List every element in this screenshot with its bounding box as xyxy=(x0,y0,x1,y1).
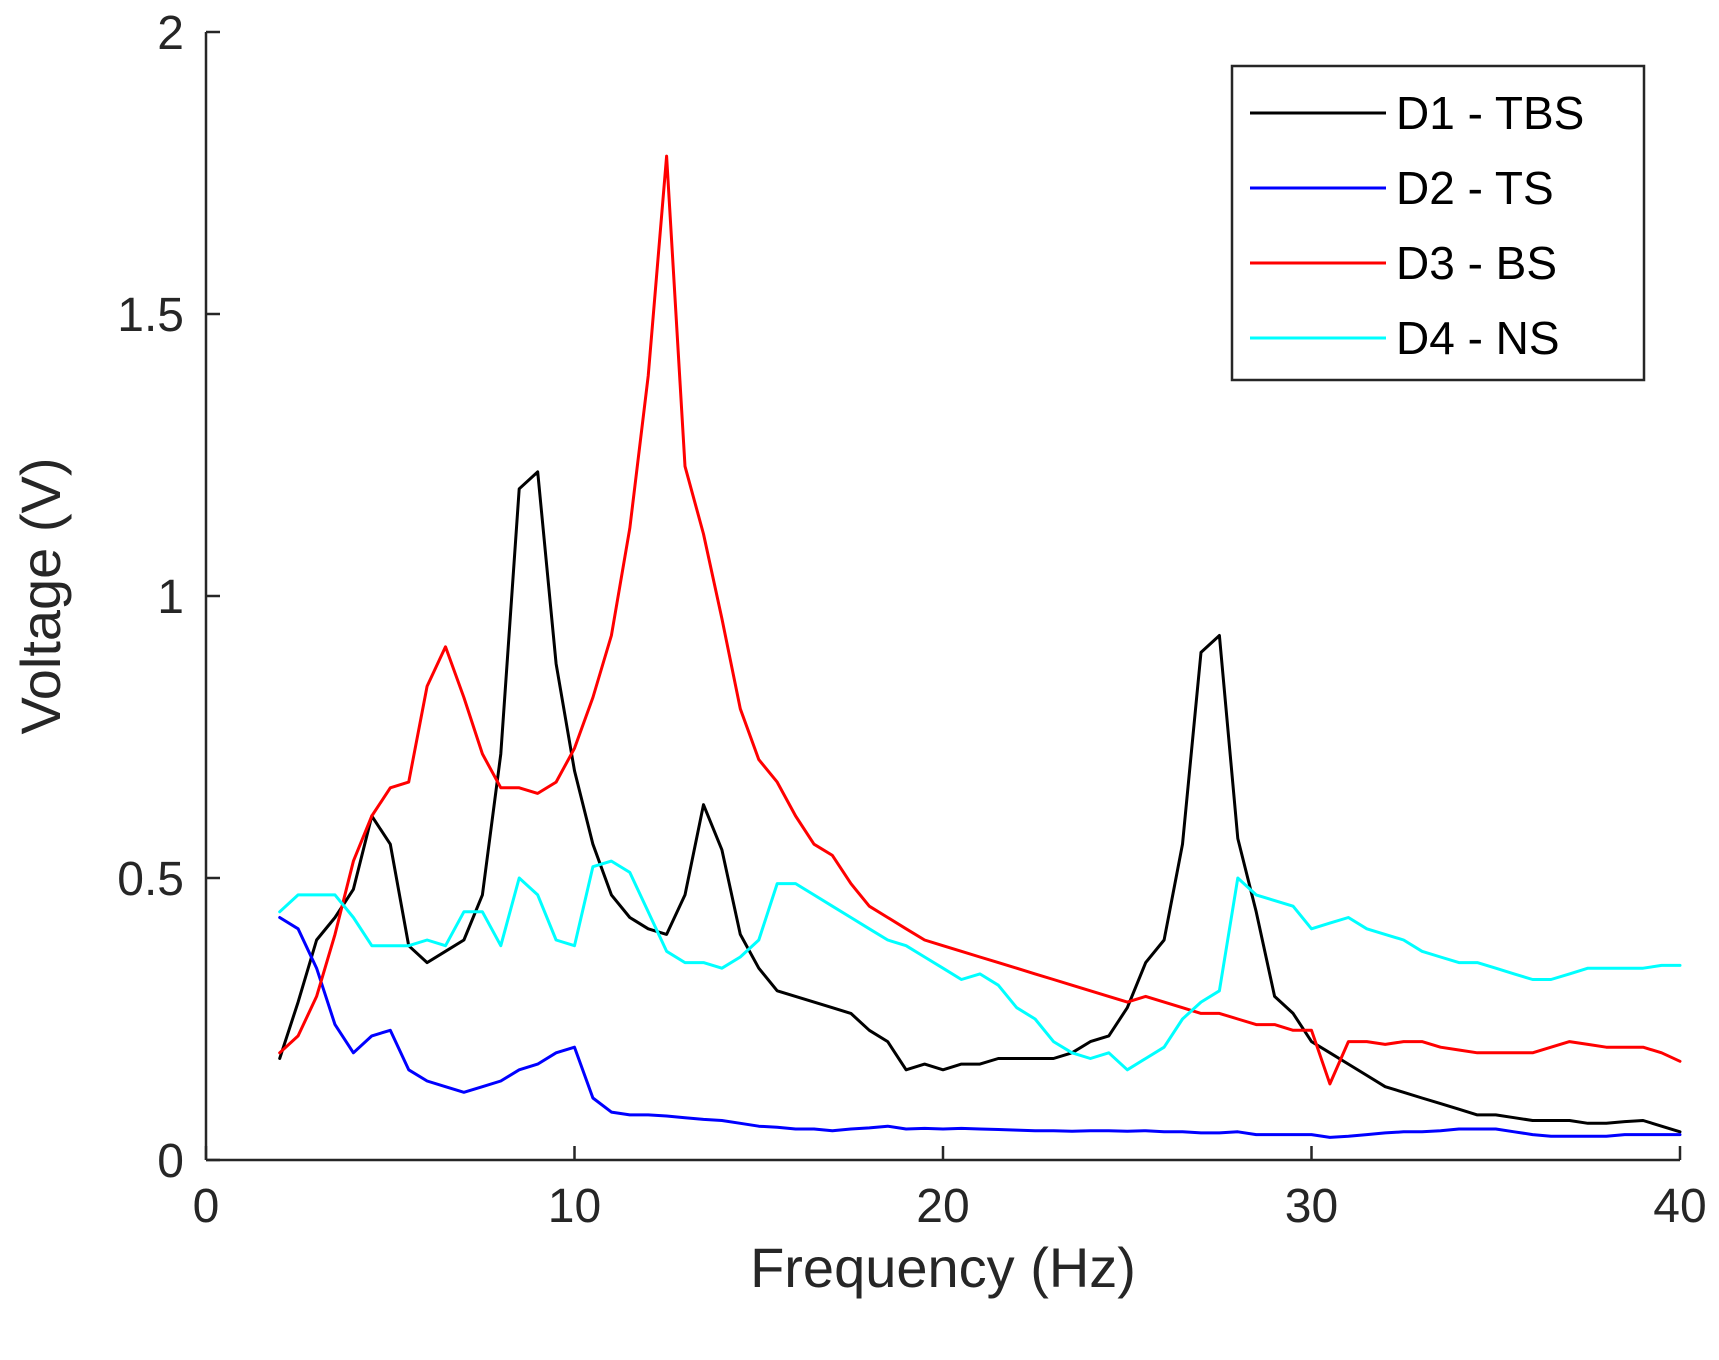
series-line-1 xyxy=(278,470,1682,1134)
x-tick-label: 30 xyxy=(1285,1180,1338,1233)
y-tick-label: 1.5 xyxy=(117,289,184,342)
legend: D1 - TBS D2 - TS D3 - BS D4 - NS xyxy=(1230,64,1646,382)
y-tick-label: 0 xyxy=(157,1135,184,1188)
series-line-4 xyxy=(278,859,1682,1072)
x-tick-label: 40 xyxy=(1653,1180,1706,1233)
legend-label-4: D4 - NS xyxy=(1396,312,1560,364)
series-layer xyxy=(278,154,1682,1139)
y-axis-title: Voltage (V) xyxy=(9,457,72,734)
legend-label-2: D2 - TS xyxy=(1396,162,1554,214)
y-tick-label: 2 xyxy=(157,7,184,60)
series-line-3 xyxy=(278,154,1682,1086)
x-axis-title: Frequency (Hz) xyxy=(750,1236,1136,1299)
y-tick-label: 0.5 xyxy=(117,853,184,906)
legend-label-3: D3 - BS xyxy=(1396,237,1557,289)
y-tick-label: 1 xyxy=(157,571,184,624)
x-tick-label: 20 xyxy=(916,1180,969,1233)
x-tick-label: 0 xyxy=(193,1180,220,1233)
ticks-layer: 0 10 20 30 40 0 0.5 1 1.5 2 xyxy=(117,7,1706,1233)
legend-label-1: D1 - TBS xyxy=(1396,87,1584,139)
series-line-2 xyxy=(278,916,1682,1139)
x-tick-label: 10 xyxy=(548,1180,601,1233)
legend-box xyxy=(1230,64,1646,382)
